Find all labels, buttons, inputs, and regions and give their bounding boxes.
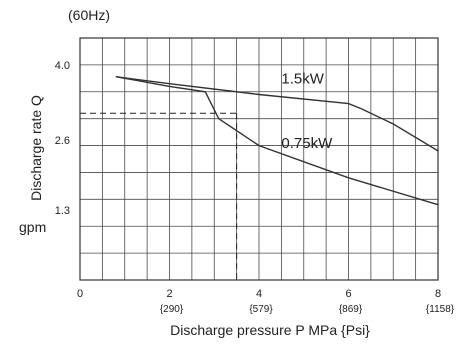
chart-title: (60Hz) [68,7,110,23]
y-axis-label: Discharge rate Q [28,95,44,201]
x-tick-sublabel: {869} [339,304,363,315]
plot-frame [79,37,439,281]
series-line-0 [115,76,439,152]
series-line-1 [115,76,439,206]
x-tick-label: 6 [345,288,351,300]
x-tick-label: 8 [435,288,441,300]
y-tick-label: 1.3 [55,205,70,217]
x-tick-label: 2 [166,288,172,300]
x-tick-sublabel: {1158} [426,304,455,315]
y-axis-unit: gpm [19,219,46,235]
x-tick-label: 0 [77,288,83,300]
series-label-1-5kw: 1.5kW [281,71,324,88]
x-tick-sublabel: {579} [249,304,273,315]
grid [80,38,438,280]
x-tick-sublabel: {290} [160,304,184,315]
x-axis-label: Discharge pressure P MPa {Psi} [170,322,370,338]
reference-lines [80,112,238,280]
tick-labels: 0 2 {290} 4 {579} 6 {869} 8 {1158} 1.3 2.6 4.0 [55,60,455,315]
x-tick-label: 4 [256,288,262,300]
series-label-0-75kw: 0.75kW [281,135,333,152]
y-tick-label: 2.6 [55,135,70,147]
series-lines [115,76,439,206]
y-tick-label: 4.0 [55,60,70,72]
